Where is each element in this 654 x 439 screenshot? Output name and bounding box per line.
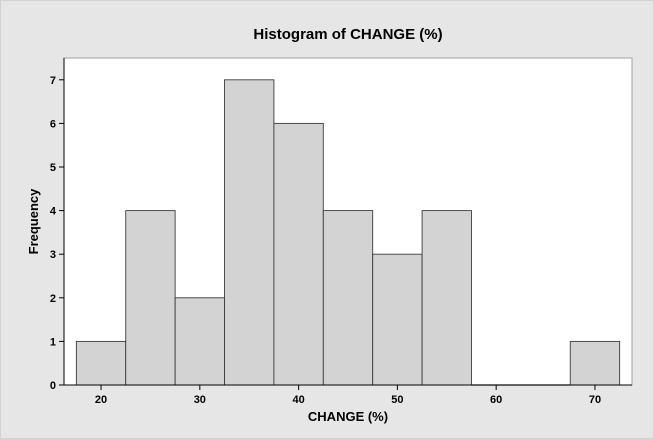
y-tick-label-0: 0 [50, 380, 56, 392]
histogram-bar-7 [421, 210, 472, 386]
x-tick-label-60: 60 [490, 394, 502, 406]
histogram-bar-10 [569, 340, 621, 386]
x-tick-label-70: 70 [589, 394, 601, 406]
x-tick-label-30: 30 [194, 394, 206, 406]
histogram-bar-6 [372, 253, 423, 386]
histogram-bar-1 [125, 210, 176, 386]
x-tick-label-40: 40 [292, 394, 304, 406]
y-tick-label-1: 1 [50, 336, 56, 348]
x-tick-label-20: 20 [95, 394, 107, 406]
y-tick-label-6: 6 [50, 118, 56, 130]
x-tick-label-50: 50 [391, 394, 403, 406]
chart-title: Histogram of CHANGE (%) [253, 26, 442, 43]
y-tick-label-4: 4 [50, 206, 57, 218]
y-tick-label-3: 3 [50, 249, 56, 261]
y-axis-label: Frequency [26, 188, 41, 255]
y-tick-label-5: 5 [50, 162, 56, 174]
histogram-bar-4 [273, 122, 324, 386]
plot-area: 0 1 2 3 4 5 6 7 20 30 40 50 60 70 [50, 57, 633, 406]
histogram-bar-0 [75, 340, 127, 386]
x-axis-label: CHANGE (%) [308, 409, 388, 424]
histogram-bar-3 [224, 79, 275, 386]
y-tick-label-7: 7 [50, 75, 56, 87]
histogram-bar-5 [322, 210, 374, 386]
histogram-bar-2 [174, 297, 225, 386]
y-tick-label-2: 2 [50, 293, 56, 305]
